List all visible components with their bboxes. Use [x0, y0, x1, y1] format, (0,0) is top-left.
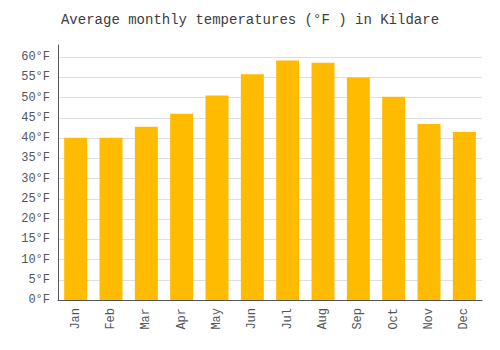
svg-text:20°F: 20°F: [21, 212, 50, 226]
svg-text:Feb: Feb: [104, 308, 118, 330]
svg-text:Dec: Dec: [457, 308, 471, 330]
svg-text:Aug: Aug: [316, 308, 330, 330]
svg-text:May: May: [210, 308, 224, 330]
svg-text:Average monthly temperatures (: Average monthly temperatures (°F ) in Ki…: [61, 12, 439, 28]
svg-text:15°F: 15°F: [21, 232, 50, 246]
svg-text:10°F: 10°F: [21, 253, 50, 267]
svg-text:55°F: 55°F: [21, 70, 50, 84]
svg-text:Mar: Mar: [139, 308, 153, 330]
svg-text:25°F: 25°F: [21, 192, 50, 206]
svg-text:50°F: 50°F: [21, 91, 50, 105]
svg-text:35°F: 35°F: [21, 151, 50, 165]
svg-text:45°F: 45°F: [21, 111, 50, 125]
svg-text:Jun: Jun: [245, 308, 259, 330]
svg-text:40°F: 40°F: [21, 131, 50, 145]
svg-text:Sep: Sep: [351, 308, 365, 330]
svg-text:5°F: 5°F: [28, 273, 50, 287]
svg-text:0°F: 0°F: [28, 293, 50, 307]
svg-text:Oct: Oct: [387, 308, 401, 330]
svg-text:60°F: 60°F: [21, 50, 50, 64]
svg-text:Nov: Nov: [422, 308, 436, 330]
svg-text:Apr: Apr: [175, 308, 189, 330]
svg-text:30°F: 30°F: [21, 172, 50, 186]
svg-text:Jan: Jan: [69, 308, 83, 330]
svg-text:Jul: Jul: [281, 308, 295, 330]
